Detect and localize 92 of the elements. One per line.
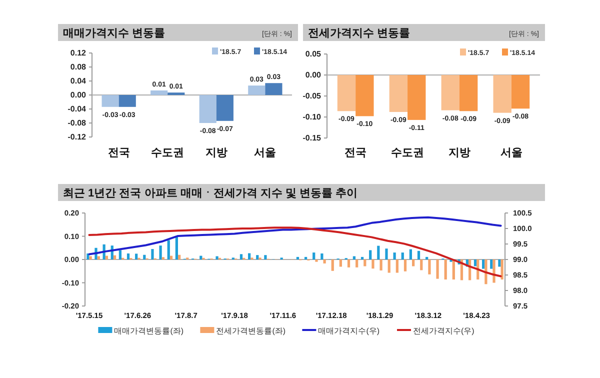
bar	[248, 253, 251, 260]
y-tick-label: -0.15	[302, 134, 322, 142]
x-tick-label: 서울	[500, 147, 522, 159]
bar	[380, 260, 382, 270]
bar	[490, 260, 493, 269]
bar	[364, 260, 366, 266]
bar	[97, 256, 100, 260]
bar	[256, 255, 259, 260]
bar	[105, 256, 108, 260]
bar	[352, 256, 356, 260]
bar	[216, 95, 234, 121]
y-tick-label: -0.05	[302, 92, 322, 100]
chart-title: 최근 1년간 전국 아파트 매매ㆍ전세가격 지수 및 변동률 추이	[63, 188, 358, 200]
y-tick-label: -0.12	[68, 132, 87, 142]
legend-label: 매매가격지수(우)	[318, 326, 380, 336]
bar	[89, 256, 92, 260]
x-tick-label: 수도권	[391, 147, 424, 159]
bar	[360, 256, 364, 260]
bar	[170, 256, 173, 260]
bar	[296, 256, 300, 260]
legend-label: 전세가격변동률(좌)	[216, 326, 286, 336]
y-tick-label: 0.00	[70, 90, 87, 100]
bar	[159, 246, 162, 260]
bar	[265, 83, 282, 95]
bar	[135, 254, 138, 260]
bar	[356, 260, 358, 268]
bar	[178, 254, 181, 260]
x-tick-label: 지방	[447, 147, 470, 159]
bar	[393, 252, 396, 260]
y-tick-label: -0.08	[68, 118, 87, 128]
bar	[240, 254, 243, 260]
y-tick-label: 0.00	[305, 70, 322, 80]
y-tick-label: 0.12	[70, 48, 87, 58]
bar	[474, 260, 477, 266]
y-tick-label: 0.08	[70, 62, 87, 72]
bar	[426, 256, 428, 260]
bar	[304, 256, 308, 260]
chart-title: 전세가격지수 변동률	[308, 28, 410, 40]
x-tick-label: 전국	[344, 147, 367, 159]
bar	[151, 249, 154, 260]
y-tick-label: 0.04	[70, 76, 87, 86]
line-series	[88, 216, 502, 256]
bar	[401, 252, 404, 260]
bar	[385, 248, 388, 260]
bar	[428, 260, 431, 274]
bar	[216, 256, 218, 260]
bar	[498, 260, 501, 267]
bar	[320, 253, 324, 260]
bar	[347, 260, 350, 268]
bar	[339, 260, 342, 267]
legend-label: 전세가격지수(우)	[413, 326, 475, 336]
bar	[150, 90, 168, 95]
bar	[372, 260, 374, 269]
bar	[200, 256, 202, 260]
bar	[323, 260, 326, 264]
x-tick-label: 지방	[204, 147, 228, 159]
line-series	[88, 226, 502, 278]
bar	[126, 253, 130, 260]
bar	[118, 95, 136, 107]
bar	[417, 250, 420, 260]
bar	[312, 252, 316, 260]
x-tick-label: 수도권	[151, 147, 184, 159]
bar	[264, 255, 267, 260]
bar	[492, 260, 496, 283]
bar	[412, 260, 415, 266]
bar	[369, 250, 372, 260]
y-tick-label: -0.04	[68, 104, 87, 114]
y-tick-label: 0.05	[305, 50, 322, 58]
bar	[175, 236, 178, 260]
bar	[143, 254, 146, 260]
bar	[167, 240, 170, 260]
bar	[436, 260, 439, 279]
bar	[377, 246, 380, 260]
bar	[396, 260, 398, 273]
bar	[409, 249, 412, 260]
chart-title: 매매가격지수 변동률	[63, 28, 166, 40]
bar	[248, 86, 266, 95]
bar	[482, 260, 485, 269]
bar	[199, 95, 216, 123]
bar	[113, 255, 116, 260]
x-tick-label: 서울	[254, 147, 276, 159]
bar	[331, 260, 334, 271]
bar	[404, 260, 407, 272]
y-tick-label: -0.10	[302, 112, 322, 122]
bar	[500, 260, 504, 280]
bar	[388, 260, 390, 273]
bar	[444, 260, 447, 280]
legend-label: 매매가격변동률(좌)	[114, 326, 184, 336]
bar	[102, 95, 119, 107]
x-tick-label: 전국	[108, 147, 130, 159]
bar	[420, 260, 423, 270]
bar	[118, 250, 122, 260]
